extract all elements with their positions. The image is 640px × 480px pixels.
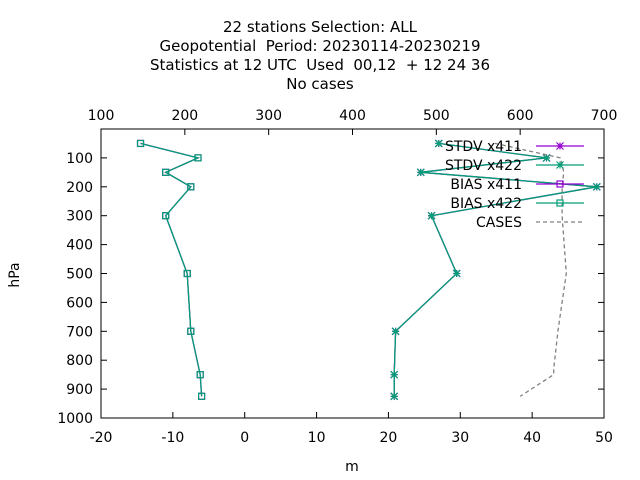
y-tick-label: 800 [66,353,93,369]
data-point [187,183,195,191]
data-point [390,392,399,401]
data-point [556,142,564,150]
x2-tick-label: 700 [591,108,618,124]
x-tick-label: -10 [161,430,184,446]
series-cases [494,142,567,397]
data-point [556,161,564,169]
plot-frame [100,128,605,419]
y-tick-label: 1000 [57,411,93,427]
x-tick-label: 30 [451,430,469,446]
data-point [183,269,191,278]
data-point [187,327,195,335]
data-point [162,168,170,176]
data-point [196,371,204,379]
legend-label: STDV x411 [445,139,522,155]
x-tick-label: 0 [240,430,249,446]
x-tick-label: 10 [308,430,326,446]
y-tick-label: 100 [66,151,93,167]
data-point [556,180,564,188]
series-line [140,142,203,397]
series-line [494,142,567,397]
x-tick-label: -20 [90,430,113,446]
data-point [434,139,443,148]
data-point [542,153,551,162]
y-tick-label: 700 [66,324,93,340]
x-tick-label: 20 [380,430,398,446]
series-layer [136,139,601,401]
y-axis-label: hPa [7,262,23,287]
x-tick-label: 50 [595,430,613,446]
legend-label: CASES [476,215,522,231]
chart-title-line-2: Geopotential Period: 20230114-20230219 [159,37,481,55]
series-bias-x422 [136,139,206,400]
y-tick-label: 900 [66,382,93,398]
x2-tick-label: 400 [339,108,366,124]
x-axis-label: m [345,459,359,475]
axes-layer: -20 -10 0 10 20 30 40 50 100 200 300 400 500 600 700 10… [57,108,617,446]
data-point [390,370,399,379]
y-tick-label: 400 [66,238,93,254]
x2-tick-label: 100 [88,108,115,124]
x2-tick-label: 500 [423,108,450,124]
data-point [427,211,436,220]
y-tick-label: 300 [66,209,93,225]
y-tick-label: 500 [66,267,93,283]
legend-label: BIAS x411 [450,177,522,193]
data-point [194,154,202,162]
data-point [162,212,170,220]
series-line [140,142,203,397]
x2-tick-label: 600 [507,108,534,124]
legend: STDV x411 STDV x422 BIAS x411 BIAS x422 CASE… [445,139,584,231]
series-bias-x411 [136,139,206,400]
x2-tick-label: 300 [255,108,282,124]
chart-title-line-4: No cases [286,75,354,93]
data-point [592,182,601,191]
x2-tick-label: 200 [171,108,198,124]
data-point [416,168,425,177]
y-tick-label: 600 [66,295,93,311]
data-point [391,327,400,336]
y-tick-label: 200 [66,180,93,196]
data-point [556,199,564,207]
chart-title-line-1: 22 stations Selection: ALL [223,18,417,36]
legend-label: STDV x422 [445,158,522,174]
data-point [136,139,145,148]
chart-title-line-3: Statistics at 12 UTC Used 00,12 + 12 24 … [150,56,490,74]
x-tick-label: 40 [523,430,541,446]
legend-label: BIAS x422 [450,196,522,212]
data-point [198,392,206,400]
data-point [452,269,461,278]
series-stdv-x422 [390,139,601,401]
